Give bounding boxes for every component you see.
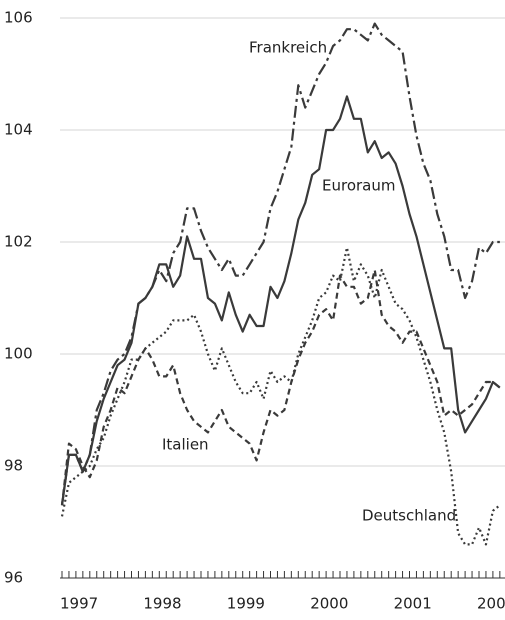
y-tick-label: 102	[4, 233, 33, 251]
x-tick-label: 2002	[477, 595, 505, 613]
y-tick-label: 100	[4, 345, 33, 363]
series-label: Euroraum	[322, 177, 395, 195]
series-line	[60, 246, 501, 546]
series-line	[60, 22, 500, 506]
x-tick-label: 1998	[143, 595, 181, 613]
y-tick-label: 106	[4, 9, 33, 27]
series-label: Frankreich	[249, 39, 327, 57]
x-tick-label: 2000	[310, 595, 348, 613]
series-line	[60, 268, 501, 506]
series-label: Deutschland	[362, 507, 456, 525]
x-tick-label: 2001	[394, 595, 432, 613]
y-tick-label: 96	[4, 569, 23, 587]
y-tick-label: 104	[4, 121, 33, 139]
series-line	[60, 95, 501, 506]
x-tick-label: 1999	[227, 595, 265, 613]
x-tick-label: 1997	[60, 595, 98, 613]
y-tick-label: 98	[4, 457, 23, 475]
series-label: Italien	[162, 436, 209, 454]
